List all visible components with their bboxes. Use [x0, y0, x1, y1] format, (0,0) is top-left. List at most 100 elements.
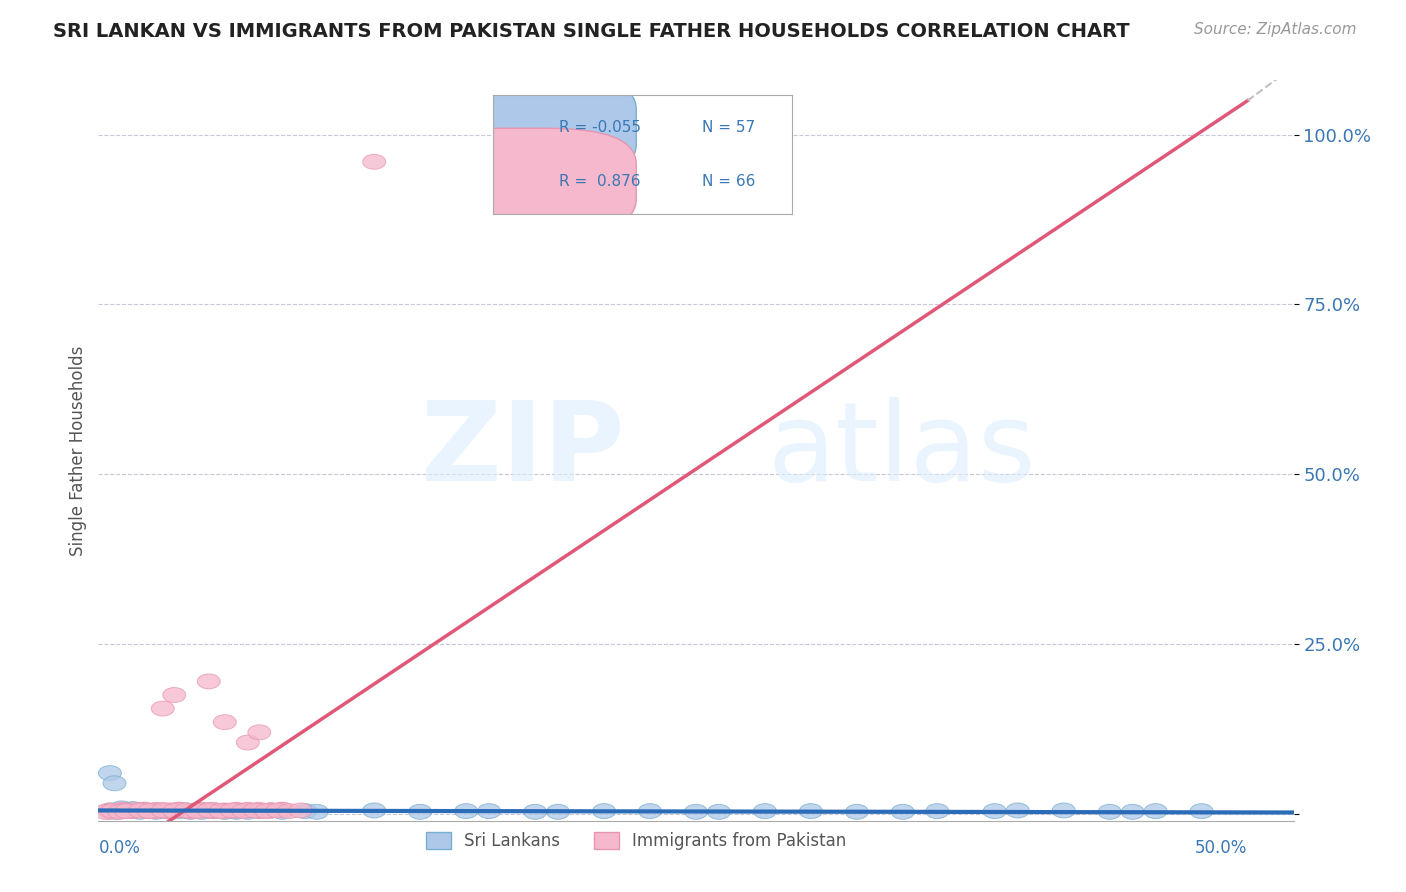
Ellipse shape — [247, 725, 271, 739]
Ellipse shape — [167, 802, 190, 817]
Ellipse shape — [152, 803, 174, 818]
Ellipse shape — [271, 802, 294, 817]
Ellipse shape — [236, 735, 259, 750]
Text: 0.0%: 0.0% — [98, 839, 141, 857]
Ellipse shape — [183, 804, 207, 819]
Ellipse shape — [121, 802, 145, 816]
Ellipse shape — [800, 804, 823, 819]
Ellipse shape — [1189, 804, 1213, 819]
Ellipse shape — [121, 804, 145, 819]
Ellipse shape — [134, 803, 156, 818]
Ellipse shape — [1007, 803, 1029, 818]
Ellipse shape — [145, 803, 167, 818]
Ellipse shape — [225, 803, 247, 818]
Ellipse shape — [128, 805, 152, 819]
Ellipse shape — [214, 805, 236, 819]
Ellipse shape — [110, 804, 134, 819]
Ellipse shape — [121, 803, 145, 818]
Ellipse shape — [138, 804, 160, 819]
Ellipse shape — [156, 804, 179, 819]
Ellipse shape — [236, 805, 259, 819]
Ellipse shape — [259, 803, 283, 818]
Ellipse shape — [98, 803, 121, 818]
Ellipse shape — [638, 804, 661, 819]
Ellipse shape — [197, 674, 221, 689]
Ellipse shape — [247, 804, 271, 819]
Ellipse shape — [1052, 803, 1076, 818]
Ellipse shape — [138, 804, 160, 819]
Ellipse shape — [254, 804, 278, 819]
Ellipse shape — [134, 802, 156, 817]
Ellipse shape — [174, 803, 197, 818]
Ellipse shape — [163, 688, 186, 703]
Ellipse shape — [236, 803, 259, 818]
Y-axis label: Single Father Households: Single Father Households — [69, 345, 87, 556]
Ellipse shape — [1121, 805, 1144, 819]
Ellipse shape — [160, 803, 183, 818]
Ellipse shape — [236, 802, 259, 817]
Ellipse shape — [138, 804, 160, 819]
Ellipse shape — [190, 803, 214, 818]
Ellipse shape — [259, 803, 283, 818]
Ellipse shape — [202, 802, 225, 817]
Ellipse shape — [225, 804, 247, 819]
Ellipse shape — [197, 803, 221, 818]
Ellipse shape — [167, 804, 190, 819]
Ellipse shape — [110, 802, 134, 817]
Ellipse shape — [294, 804, 316, 819]
Ellipse shape — [243, 803, 266, 818]
Ellipse shape — [363, 154, 385, 169]
Ellipse shape — [98, 765, 121, 780]
Ellipse shape — [197, 803, 221, 818]
Ellipse shape — [925, 804, 949, 819]
Ellipse shape — [179, 804, 202, 819]
Ellipse shape — [271, 802, 294, 817]
Ellipse shape — [202, 804, 225, 819]
Ellipse shape — [174, 803, 197, 818]
Ellipse shape — [105, 805, 128, 819]
Ellipse shape — [108, 805, 131, 819]
Ellipse shape — [98, 803, 121, 818]
Ellipse shape — [110, 804, 134, 819]
Legend: Sri Lankans, Immigrants from Pakistan: Sri Lankans, Immigrants from Pakistan — [419, 825, 853, 856]
Ellipse shape — [114, 802, 138, 817]
Ellipse shape — [174, 803, 197, 818]
Ellipse shape — [214, 803, 236, 818]
Ellipse shape — [1144, 804, 1167, 819]
Ellipse shape — [105, 804, 128, 819]
Ellipse shape — [121, 804, 145, 819]
Ellipse shape — [103, 776, 127, 790]
Ellipse shape — [156, 804, 179, 819]
Text: SRI LANKAN VS IMMIGRANTS FROM PAKISTAN SINGLE FATHER HOUSEHOLDS CORRELATION CHAR: SRI LANKAN VS IMMIGRANTS FROM PAKISTAN S… — [53, 22, 1130, 41]
Ellipse shape — [259, 803, 283, 818]
Ellipse shape — [225, 805, 247, 819]
Ellipse shape — [1098, 805, 1121, 819]
Ellipse shape — [163, 804, 186, 819]
Ellipse shape — [983, 804, 1007, 819]
Ellipse shape — [592, 804, 616, 819]
Ellipse shape — [523, 805, 547, 819]
Ellipse shape — [202, 804, 225, 819]
Ellipse shape — [98, 805, 121, 819]
Text: 50.0%: 50.0% — [1195, 839, 1247, 857]
Ellipse shape — [101, 804, 124, 819]
Ellipse shape — [363, 803, 385, 818]
Text: Source: ZipAtlas.com: Source: ZipAtlas.com — [1194, 22, 1357, 37]
Ellipse shape — [179, 805, 202, 819]
Ellipse shape — [232, 804, 254, 819]
Ellipse shape — [190, 805, 214, 819]
Ellipse shape — [179, 804, 202, 819]
Ellipse shape — [247, 802, 271, 817]
Ellipse shape — [128, 803, 152, 818]
Ellipse shape — [186, 804, 208, 819]
Ellipse shape — [152, 803, 174, 818]
Ellipse shape — [845, 805, 869, 819]
Ellipse shape — [152, 803, 174, 818]
Ellipse shape — [305, 805, 328, 819]
Ellipse shape — [156, 804, 179, 819]
Ellipse shape — [156, 803, 179, 818]
Ellipse shape — [152, 701, 174, 716]
Ellipse shape — [128, 802, 152, 817]
Ellipse shape — [754, 804, 776, 819]
Text: atlas: atlas — [768, 397, 1036, 504]
